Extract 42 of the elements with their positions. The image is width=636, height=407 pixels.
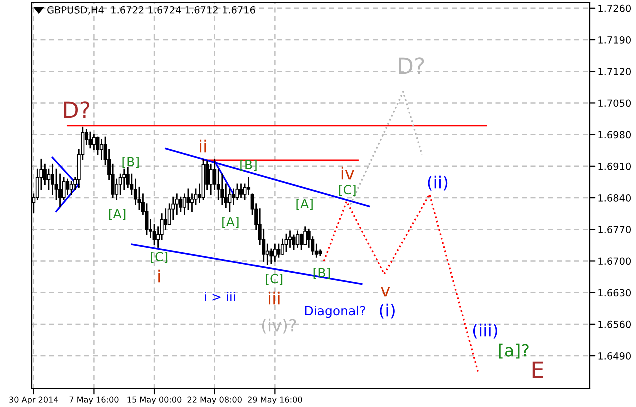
y-tick-label: 1.6980 — [598, 131, 632, 139]
x-tick-label: 22 May 08:00 — [188, 396, 242, 404]
annotation: (iv)? — [262, 318, 296, 334]
x-tick-label: 29 May 16:00 — [248, 396, 302, 404]
annotation: E — [532, 362, 544, 378]
annotation: D? — [64, 102, 90, 118]
annotation: [B] — [240, 160, 257, 172]
annotation: i — [158, 270, 160, 283]
y-tick-label: 1.6770 — [598, 226, 632, 234]
annotation: (i) — [380, 304, 395, 319]
y-tick-label: 1.6700 — [598, 258, 632, 266]
chart-title: GBPUSD,H4 1.6722 1.6724 1.6712 1.6716 — [48, 6, 256, 15]
annotation: [A] — [222, 216, 239, 228]
annotation: v — [381, 287, 390, 297]
y-tick-label: 1.6630 — [598, 289, 632, 297]
annotation: iv — [342, 166, 354, 180]
y-tick-label: 1.7260 — [598, 4, 632, 12]
annotation: [A] — [109, 208, 126, 220]
y-tick-label: 1.7190 — [598, 36, 632, 44]
x-tick-label: 15 May 00:00 — [128, 396, 182, 404]
annotation: D? — [399, 58, 424, 74]
annotation: [C] — [266, 274, 283, 286]
y-tick-label: 1.6560 — [598, 320, 632, 328]
annotation: [C] — [339, 184, 356, 196]
annotation: [a]? — [499, 344, 529, 359]
y-tick-label: 1.7120 — [598, 68, 632, 76]
y-tick-label: 1.7050 — [598, 100, 632, 108]
annotation: Diagonal? — [305, 306, 366, 318]
x-tick-label: 30 Apr 2014 — [10, 396, 58, 404]
annotation: [B] — [122, 156, 139, 168]
y-tick-label: 1.6910 — [598, 162, 632, 170]
x-tick-label: 7 May 16:00 — [70, 396, 119, 404]
annotation: iii — [269, 292, 280, 305]
annotation: (ii) — [428, 176, 448, 191]
y-tick-label: 1.6490 — [598, 352, 632, 360]
annotation: ii — [200, 140, 206, 153]
y-tick-label: 1.6840 — [598, 194, 632, 202]
annotation: [B] — [314, 268, 330, 280]
annotation: [A] — [296, 198, 313, 210]
annotation: i > iii — [205, 292, 236, 302]
annotation: (iii) — [473, 324, 498, 339]
annotation: [C] — [151, 252, 168, 264]
